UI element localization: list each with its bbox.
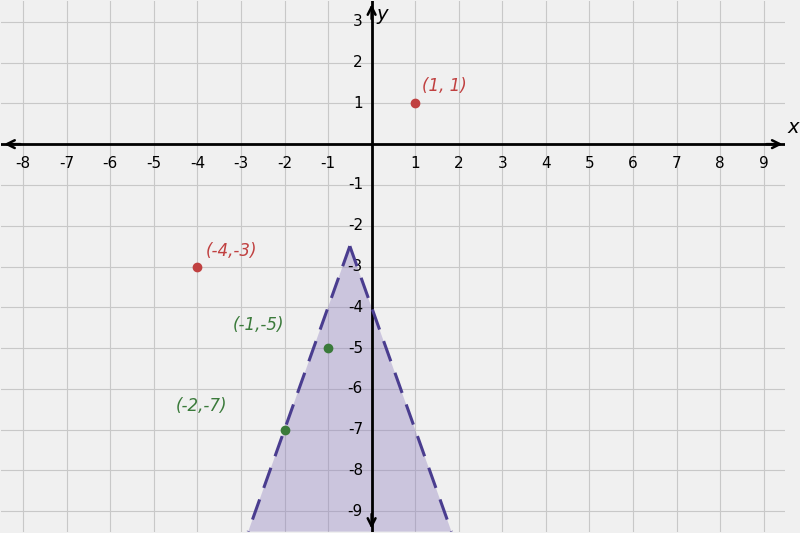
Text: (-1,-5): (-1,-5) [232, 316, 284, 334]
Text: -1: -1 [321, 156, 336, 172]
Polygon shape [248, 246, 451, 531]
Text: -7: -7 [59, 156, 74, 172]
Text: -6: -6 [348, 381, 363, 397]
Text: -8: -8 [348, 463, 363, 478]
Text: 4: 4 [541, 156, 550, 172]
Text: -3: -3 [234, 156, 249, 172]
Text: 2: 2 [454, 156, 463, 172]
Text: 9: 9 [758, 156, 769, 172]
Text: -4: -4 [348, 300, 363, 315]
Text: -3: -3 [348, 259, 363, 274]
Text: -5: -5 [146, 156, 162, 172]
Text: 6: 6 [628, 156, 638, 172]
Text: -8: -8 [16, 156, 30, 172]
Text: -4: -4 [190, 156, 205, 172]
Text: (1, 1): (1, 1) [422, 77, 466, 95]
Text: (-2,-7): (-2,-7) [176, 398, 227, 415]
Text: 8: 8 [715, 156, 725, 172]
Text: -9: -9 [348, 504, 363, 519]
Text: -1: -1 [348, 177, 363, 192]
Text: x: x [787, 118, 799, 137]
Text: -2: -2 [277, 156, 292, 172]
Text: 5: 5 [585, 156, 594, 172]
Text: 3: 3 [498, 156, 507, 172]
Text: 7: 7 [672, 156, 682, 172]
Text: 1: 1 [354, 96, 363, 111]
Text: (-4,-3): (-4,-3) [206, 243, 258, 261]
Text: y: y [377, 5, 388, 25]
Text: -7: -7 [348, 422, 363, 437]
Text: -6: -6 [102, 156, 118, 172]
Text: 3: 3 [353, 14, 363, 29]
Text: 2: 2 [354, 55, 363, 70]
Text: 1: 1 [410, 156, 420, 172]
Text: -5: -5 [348, 341, 363, 356]
Text: -2: -2 [348, 218, 363, 233]
